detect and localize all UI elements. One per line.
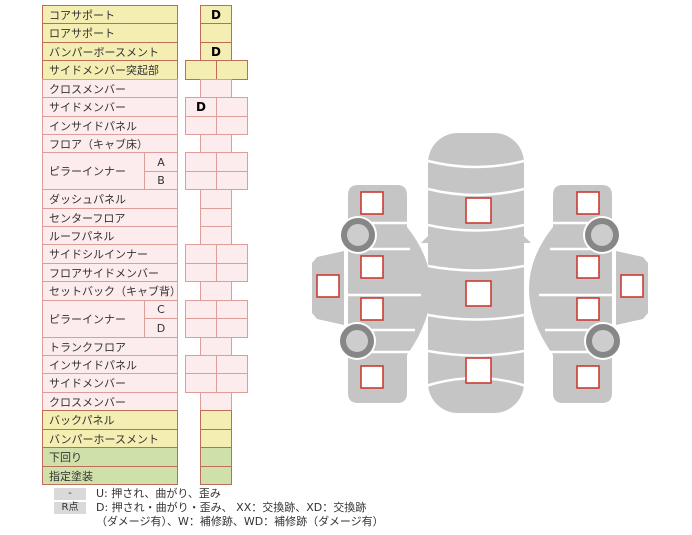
damage-value-cell[interactable] [200, 79, 232, 98]
damage-value-cell[interactable]: D [200, 42, 232, 61]
damage-marker[interactable] [465, 197, 492, 224]
damage-value-cell[interactable] [216, 355, 248, 374]
damage-value-cell[interactable] [216, 373, 248, 393]
legend: - U: 押され、曲がり、歪み R点 D: 押され・曲がり・歪み、 XX：交換跡… [42, 487, 384, 529]
part-row-label: ロアサポート [42, 23, 178, 43]
legend-line-r2: （ダメージ有）、W：補修跡、WD：補修跡（ダメージ有） [42, 515, 384, 529]
legend-text-u: U: 押され、曲がり、歪み [96, 487, 221, 500]
damage-value-cell[interactable] [216, 300, 248, 319]
part-row-label: フロアサイドメンバー [42, 263, 178, 282]
legend-text-r2: （ダメージ有）、W：補修跡、WD：補修跡（ダメージ有） [96, 515, 384, 528]
damage-value-cell[interactable] [200, 134, 232, 153]
damage-value-cell[interactable] [185, 373, 217, 393]
part-row-label: サイドメンバー [42, 97, 178, 117]
damage-value-cell[interactable] [200, 281, 232, 301]
damage-value-cell[interactable] [200, 392, 232, 411]
damage-marker[interactable] [576, 297, 600, 321]
damage-marker[interactable] [360, 365, 384, 389]
part-sublabel: C [144, 300, 178, 319]
part-row-label: センターフロア [42, 208, 178, 227]
part-sublabel: A [144, 152, 178, 172]
damage-value-cell[interactable] [185, 300, 217, 319]
damage-marker[interactable] [360, 255, 384, 279]
damage-marker[interactable] [465, 357, 492, 384]
damage-value-cell[interactable] [216, 60, 248, 80]
damage-marker[interactable] [576, 365, 600, 389]
part-row-label: 指定塗装 [42, 466, 178, 485]
damage-value-cell[interactable] [185, 263, 217, 282]
damage-value-cell[interactable] [200, 429, 232, 448]
damage-value-cell[interactable] [185, 116, 217, 135]
wheel-icon [339, 216, 377, 254]
part-row-label: インサイドパネル [42, 116, 178, 135]
damage-marker[interactable] [576, 191, 600, 215]
damage-value-cell[interactable] [216, 318, 248, 338]
damage-value-cell[interactable] [185, 60, 217, 80]
damage-value-cell[interactable]: D [200, 5, 232, 24]
part-row-label: トランクフロア [42, 337, 178, 356]
damage-marker[interactable] [465, 280, 492, 307]
damage-value-cell[interactable] [216, 152, 248, 172]
legend-text-r: D: 押され・曲がり・歪み、 XX：交換跡、XD：交換跡 [96, 501, 367, 514]
damage-value-cell[interactable] [200, 337, 232, 356]
legend-line-u: - U: 押され、曲がり、歪み [42, 487, 384, 501]
damage-marker[interactable] [576, 255, 600, 279]
damage-value-cell[interactable] [200, 447, 232, 467]
part-row-label: バックパネル [42, 410, 178, 430]
car-top-view [421, 133, 531, 413]
damage-value-cell[interactable]: D [185, 97, 217, 117]
wheel-icon [338, 322, 376, 360]
damage-value-cell[interactable] [185, 318, 217, 338]
part-row-label: フロア（キャブ床） [42, 134, 178, 153]
damage-value-cell[interactable] [216, 97, 248, 117]
damage-marker[interactable] [360, 191, 384, 215]
legend-line-r: R点 D: 押され・曲がり・歪み、 XX：交換跡、XD：交換跡 [42, 501, 384, 515]
damage-value-cell[interactable] [216, 263, 248, 282]
part-row-label: ルーフパネル [42, 226, 178, 245]
damage-value-cell[interactable] [200, 226, 232, 245]
damage-value-cell[interactable] [200, 410, 232, 430]
windshield-pillar-wing [421, 230, 434, 243]
car-diagram [312, 133, 692, 413]
damage-value-cell[interactable] [216, 171, 248, 190]
part-row-label: クロスメンバー [42, 392, 178, 411]
part-row-label: サイドメンバー [42, 373, 178, 393]
damage-marker[interactable] [316, 274, 340, 298]
car-left-side-view [312, 185, 431, 403]
damage-value-cell[interactable] [200, 466, 232, 485]
part-row-label: ピラーインナー [42, 300, 145, 338]
damage-value-cell[interactable] [185, 171, 217, 190]
part-row-label: インサイドパネル [42, 355, 178, 374]
part-row-label: 下回り [42, 447, 178, 467]
part-row-label: バンパーボースメント [42, 42, 178, 61]
damage-value-cell[interactable] [185, 244, 217, 264]
part-row-label: コアサポート [42, 5, 178, 24]
damage-value-cell[interactable] [200, 208, 232, 227]
damage-value-cell[interactable] [185, 152, 217, 172]
damage-value-cell[interactable] [200, 23, 232, 43]
legend-badge-r: R点 [54, 502, 86, 514]
damage-value-cell[interactable] [216, 244, 248, 264]
damage-value-cell[interactable] [200, 189, 232, 209]
damage-value-cell[interactable] [216, 116, 248, 135]
part-sublabel: D [144, 318, 178, 338]
parts-table: コアサポート D ロアサポート バンパーボースメント D サイドメンバー突起部 クロスメンバ… [42, 5, 252, 487]
part-row-label: セットバック（キャブ背） [42, 281, 178, 301]
damage-value-cell[interactable] [185, 355, 217, 374]
damage-marker[interactable] [620, 274, 644, 298]
windshield-pillar-wing [518, 230, 531, 243]
damage-marker[interactable] [360, 297, 384, 321]
part-row-label: クロスメンバー [42, 79, 178, 98]
legend-badge-u: - [54, 488, 86, 500]
part-row-label: ピラーインナー [42, 152, 145, 190]
part-row-label: ダッシュパネル [42, 189, 178, 209]
part-row-label: サイドメンバー突起部 [42, 60, 178, 80]
part-row-label: バンパーホースメント [42, 429, 178, 448]
part-sublabel: B [144, 171, 178, 190]
part-row-label: サイドシルインナー [42, 244, 178, 264]
